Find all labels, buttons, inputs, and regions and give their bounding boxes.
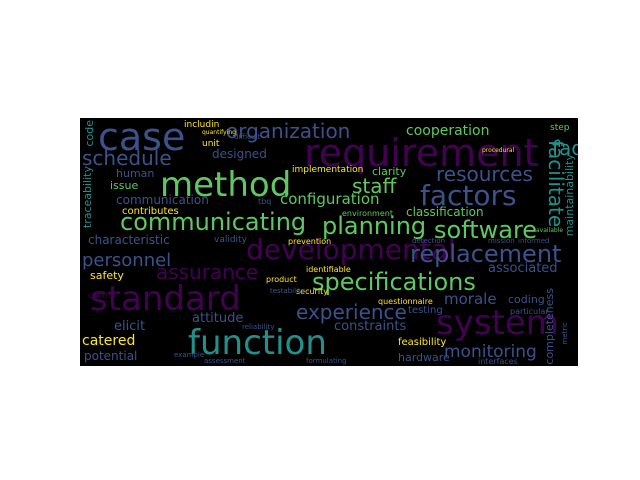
word-characteristic: characteristic <box>88 233 170 247</box>
word-cooperation: cooperation <box>406 123 490 139</box>
word-experience: experience <box>296 300 407 324</box>
word-attitude: attitude <box>192 311 244 326</box>
word-quantifying: quantifying <box>202 129 236 136</box>
word-validity: validity <box>214 235 247 245</box>
word-facilitate-v: facilitate <box>544 140 568 228</box>
word-step: step <box>550 123 570 133</box>
word-factors: factors <box>420 179 517 212</box>
word-clarity: clarity <box>372 165 407 178</box>
word-implementation: implementation <box>292 165 364 175</box>
word-personnel: personnel <box>82 250 172 271</box>
word-example: example <box>174 351 205 359</box>
word-resources: resources <box>436 162 533 186</box>
word-security: security <box>296 287 328 296</box>
word-reliability: reliability <box>242 323 275 331</box>
word-coding: coding <box>508 293 545 306</box>
word-environment: environment <box>342 209 393 218</box>
word-associated: associated <box>488 261 558 276</box>
word-potential: potential <box>84 349 138 363</box>
word-assessment: assessment <box>204 357 246 365</box>
word-available: available <box>536 227 564 234</box>
word-classification: classification <box>406 205 484 219</box>
word-human: human <box>116 167 155 180</box>
word-case: case <box>98 118 186 159</box>
word-difficult: difficult <box>234 133 261 141</box>
word-requirement: requirement <box>304 131 539 175</box>
word-testing: testing <box>408 305 443 316</box>
word-schedule: schedule <box>82 146 172 170</box>
word-issue: issue <box>110 179 139 192</box>
word-feasibility: feasibility <box>398 337 447 348</box>
word-metric: metric <box>561 322 569 345</box>
word-specifications: specifications <box>312 268 476 296</box>
word-hardware: hardware <box>398 351 450 364</box>
word-code: code <box>83 120 96 147</box>
word-assurance: assurance <box>156 260 259 284</box>
word-traceability: traceability <box>81 166 94 229</box>
word-communicating: communicating <box>120 208 307 236</box>
word-system: system <box>436 303 559 343</box>
word-elicit: elicit <box>114 319 146 334</box>
word-interfaces: interfaces <box>478 357 518 366</box>
word-organization: organization <box>226 119 351 143</box>
word-cloud: case requirement method organization sch… <box>80 118 578 366</box>
word-staff: staff <box>352 174 397 198</box>
word-tbq: tbq <box>258 197 272 206</box>
word-morale: morale <box>444 290 497 308</box>
word-contributes: contributes <box>122 206 179 217</box>
word-detection: detection <box>412 237 446 245</box>
word-identifiable: identifiable <box>306 265 351 274</box>
word-monitoring: monitoring <box>444 342 537 362</box>
word-procedural: procedural <box>482 147 515 154</box>
word-developmental: developmental <box>246 233 456 266</box>
word-questionnaire: questionnaire <box>378 297 433 306</box>
word-catered: catered <box>82 333 136 349</box>
word-method: method <box>160 165 292 205</box>
word-informed: informed <box>518 237 550 245</box>
word-product: product <box>266 275 297 284</box>
word-software: software <box>434 216 538 244</box>
word-designed: designed <box>212 147 267 161</box>
word-configuration: configuration <box>280 190 380 208</box>
word-facilitate: facilitate <box>552 136 578 160</box>
word-replacement: replacement <box>410 240 562 268</box>
word-constraints: constraints <box>334 319 407 334</box>
word-unit: unit <box>202 139 220 149</box>
word-completeness: completeness <box>543 288 556 365</box>
word-mission: mission <box>488 237 515 245</box>
word-testability: testability <box>270 287 305 295</box>
word-formulating: formulating <box>306 357 347 365</box>
word-control: control <box>88 291 116 300</box>
word-includin: includin <box>184 120 220 130</box>
word-standard: standard <box>90 279 241 319</box>
word-prevention: prevention <box>288 237 332 246</box>
word-safety: safety <box>90 269 124 282</box>
word-function: function <box>188 323 327 363</box>
word-planning: planning <box>322 212 427 240</box>
word-particular: particular <box>510 307 549 316</box>
word-communication: communication <box>116 193 209 207</box>
